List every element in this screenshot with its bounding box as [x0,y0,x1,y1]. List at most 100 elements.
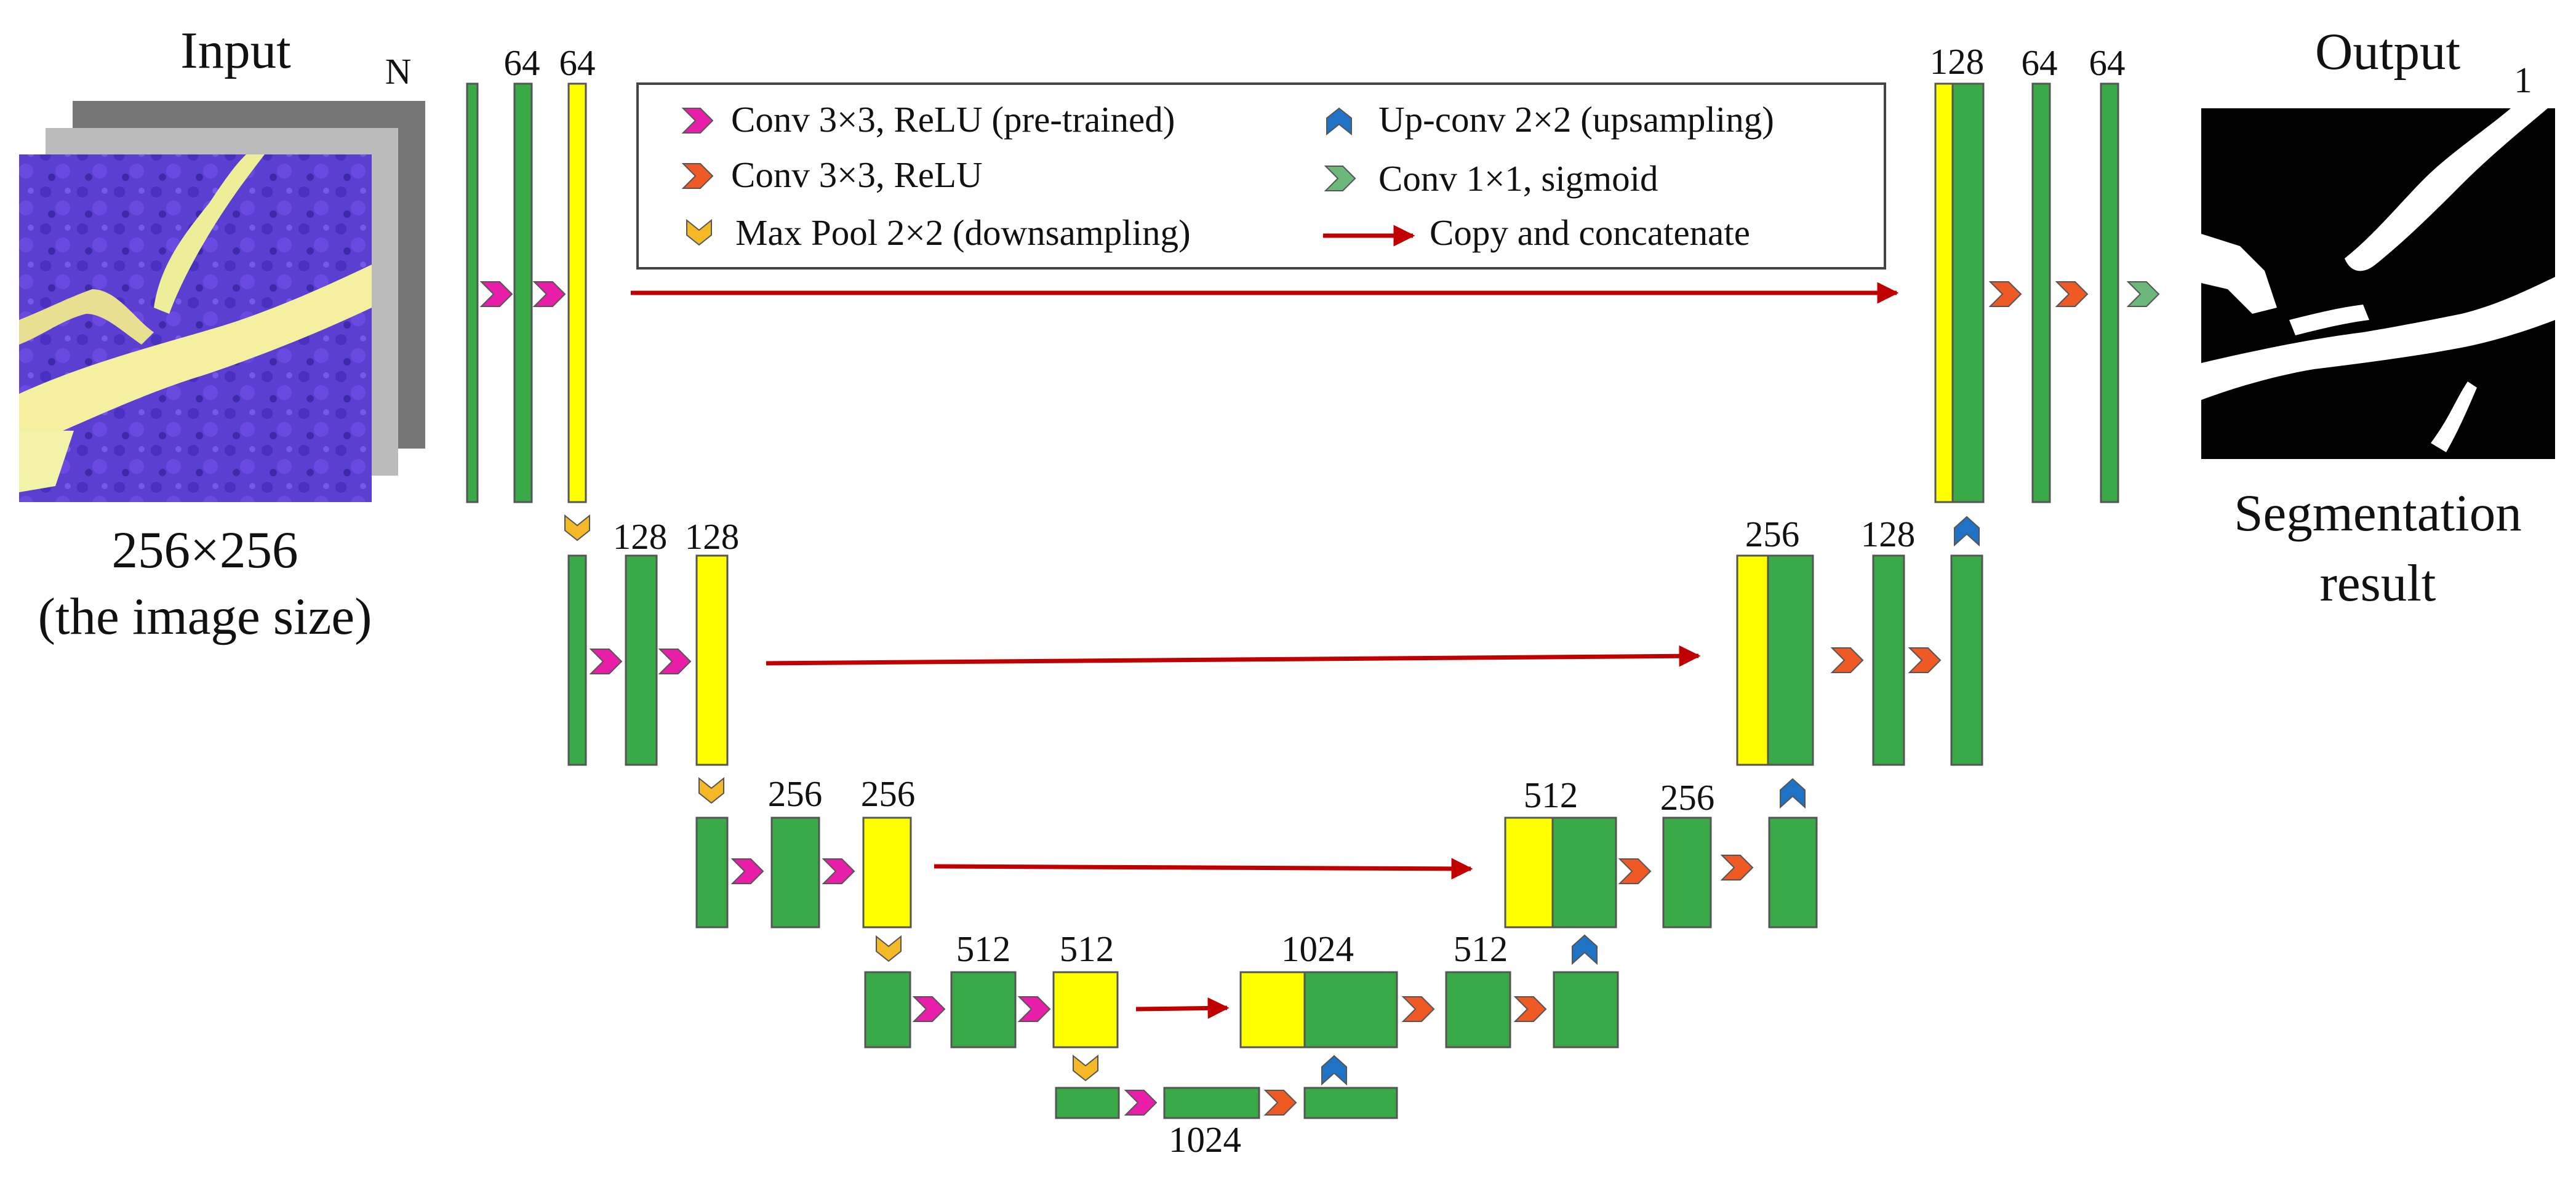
output-caption-line-1: Segmentation [2234,484,2521,542]
channel-label-enc1-a: 64 [504,42,540,83]
upconv-icon [1572,934,1598,965]
legend-item-conv-pretrained: Conv 3×3, ReLU (pre-trained) [681,99,1175,140]
channel-label-output: 1 [2514,60,2532,100]
legend-label-conv-pretrained: Conv 3×3, ReLU (pre-trained) [731,99,1175,140]
maxpool-icon [876,935,902,962]
channel-label-dec3-concat: 512 [1524,775,1578,815]
conv1x1-icon [2126,281,2160,307]
channel-label-enc3-b: 256 [861,773,916,814]
encoder-level-2: 128 128 [567,516,740,804]
conv-pretrained-icon [589,649,623,674]
upconv-icon [1780,778,1806,809]
conv-icon [1618,858,1652,884]
input-satellite-image [19,154,372,502]
conv-pretrained-icon [912,996,946,1022]
conv-pretrained-icon [1124,1090,1158,1116]
maxpool-icon [698,777,724,804]
encoder-level-3: 256 256 [695,773,916,962]
feature-map-pool4 [1055,1087,1120,1119]
feature-map-dec3-b [1768,817,1818,928]
copy-arrow-level-4 [1135,997,1230,1019]
maxpool-icon [564,514,590,541]
conv-pretrained-icon [479,281,513,307]
output-caption-line-2: result [2320,554,2436,612]
copy-arrow-level-3 [934,858,1473,880]
copy-arrow-level-2 [766,645,1701,667]
blue-chevron-up-icon [1326,107,1352,136]
feature-map-dec4-b [1553,971,1619,1048]
magenta-chevron-right-icon [681,108,714,134]
channel-label-n: N [385,51,412,92]
channel-label-enc2-b: 128 [685,516,740,557]
light-green-chevron-right-icon [1324,166,1356,191]
feature-map-bottleneck-a [1163,1087,1260,1119]
legend-box [636,82,1886,270]
conv-icon [1513,996,1547,1022]
conv-icon [2055,281,2089,307]
channel-label-enc3-a: 256 [768,773,823,814]
channel-label-enc1-b: 64 [559,42,596,83]
conv-pretrained-icon [1017,996,1051,1022]
feature-map-input [466,82,479,503]
channel-label-dec2-a: 128 [1861,514,1916,554]
legend: Conv 3×3, ReLU (pre-trained) Conv 3×3, R… [636,82,1886,270]
conv-pretrained-icon [822,858,855,884]
channel-label-bottleneck: 1024 [1169,1119,1241,1160]
channel-label-dec1-concat: 128 [1930,41,1985,82]
feature-map-enc1-b [567,82,587,503]
feature-map-dec2-b [1950,554,1983,766]
gold-chevron-down-icon [686,218,712,246]
feature-map-bottleneck-b [1303,1087,1398,1119]
feature-map-dec1-b [2100,82,2119,503]
legend-label-maxpool: Max Pool 2×2 (downsampling) [735,212,1191,253]
feature-map-enc3-a [770,817,820,928]
segmentation-mask-image [2201,108,2555,459]
legend-item-conv1x1: Conv 1×1, sigmoid [1324,158,1658,199]
upsampled-map-dec4 [1303,971,1398,1048]
conv-icon [1263,1090,1297,1116]
skip-map-dec2 [1736,554,1769,766]
upsampled-map-dec3 [1551,817,1617,928]
decoder-level-3: 512 256 [1504,775,1818,928]
legend-label-conv: Conv 3×3, ReLU [731,154,983,195]
input-caption-line-1: 256×256 [112,521,298,579]
upconv-icon [1954,516,1980,547]
output-title: Output [2315,23,2461,81]
upconv-icon [1321,1055,1347,1086]
decoder-level-1: 128 64 64 [1930,41,2160,503]
feature-map-enc1-a [513,82,533,503]
upsampled-map-dec2 [1767,554,1814,766]
skip-map-dec3 [1504,817,1554,928]
channel-label-dec1-b: 64 [2089,42,2126,83]
encoder-level-1: 64 64 [466,42,596,541]
orange-chevron-right-icon [681,163,714,189]
decoder-level-2: 256 128 [1736,514,1983,766]
feature-map-enc4-b [1052,971,1119,1048]
channel-label-dec2-concat: 256 [1745,514,1800,554]
channel-label-dec1-a: 64 [2022,42,2058,83]
channel-label-dec3-a: 256 [1660,777,1715,818]
upsampled-map-dec1 [1951,82,1985,503]
channel-label-enc2-a: 128 [613,516,668,557]
legend-item-upconv: Up-conv 2×2 (upsampling) [1326,99,1774,140]
conv-icon [1720,855,1754,881]
channel-label-enc4-a: 512 [956,928,1011,969]
bottleneck: 1024 [1055,1055,1398,1160]
legend-label-copy: Copy and concatenate [1430,212,1750,253]
input-caption-line-2: (the image size) [38,588,372,645]
feature-map-enc2-b [695,554,729,766]
decoder-level-4: 1024 512 [1239,928,1619,1048]
legend-label-conv1x1: Conv 1×1, sigmoid [1378,158,1658,199]
feature-map-enc4-a [950,971,1017,1048]
feature-map-enc2-a [625,554,658,766]
feature-map-enc3-b [862,817,912,928]
conv-icon [1908,647,1942,673]
skip-map-dec1 [1934,82,1954,503]
feature-map-dec1-a [2031,82,2051,503]
legend-item-copy: Copy and concatenate [1323,212,1750,253]
channel-label-dec4-a: 512 [1454,928,1508,969]
feature-map-dec2-a [1872,554,1905,766]
legend-item-conv: Conv 3×3, ReLU [681,154,983,195]
feature-map-pool1 [567,554,587,766]
feature-map-dec4-a [1445,971,1511,1048]
